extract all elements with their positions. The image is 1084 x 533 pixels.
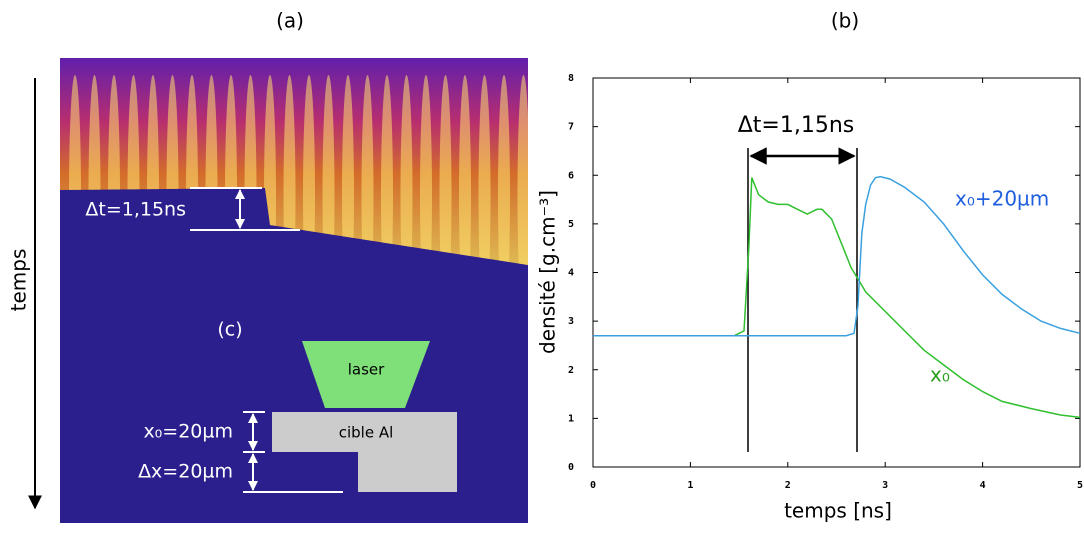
y-tick-label: 6 bbox=[568, 170, 574, 181]
y-axis-label: densité [g.cm⁻³] bbox=[536, 190, 560, 354]
x-tick-label: 2 bbox=[785, 480, 791, 491]
inset-label: (c) bbox=[217, 319, 242, 341]
x-axis-label: temps [ns] bbox=[784, 499, 892, 523]
y-tick-label: 4 bbox=[568, 268, 574, 279]
x-tick-label: 0 bbox=[590, 480, 596, 491]
laser-label: laser bbox=[348, 361, 385, 379]
chart-title: (b) bbox=[831, 9, 859, 33]
y-tick-label: 5 bbox=[568, 219, 574, 230]
x-tick-label: 4 bbox=[980, 480, 986, 491]
y-tick-label: 8 bbox=[568, 73, 574, 84]
series-label: x₀+20µm bbox=[955, 187, 1049, 211]
emission-region bbox=[60, 58, 528, 265]
data-line bbox=[593, 175, 1081, 337]
x-tick-label: 5 bbox=[1077, 480, 1083, 491]
y-tick-label: 2 bbox=[568, 365, 574, 376]
delta-t-label: Δt=1,15ns bbox=[85, 199, 186, 221]
streak-stripe bbox=[498, 75, 510, 265]
data-line bbox=[733, 177, 1081, 419]
series-label: x₀ bbox=[930, 363, 950, 387]
y-tick-label: 1 bbox=[568, 413, 574, 424]
y-tick-label: 0 bbox=[568, 462, 574, 473]
target-label: cible Al bbox=[339, 424, 394, 442]
x-tick-label: 1 bbox=[687, 480, 693, 491]
y-tick-label: 3 bbox=[568, 316, 574, 327]
streak-stripe bbox=[478, 75, 491, 265]
x0-label: x₀=20µm bbox=[143, 421, 233, 443]
annotation: Δt=1,15ns bbox=[738, 113, 855, 138]
laser-shape bbox=[302, 341, 430, 408]
target-shape bbox=[272, 412, 457, 492]
dx-label: Δx=20µm bbox=[138, 461, 233, 483]
panel-title: (a) bbox=[276, 9, 304, 33]
time-label: temps bbox=[7, 249, 31, 312]
x-tick-label: 3 bbox=[882, 480, 888, 491]
y-tick-label: 7 bbox=[568, 122, 574, 133]
streak-stripe bbox=[517, 75, 528, 265]
